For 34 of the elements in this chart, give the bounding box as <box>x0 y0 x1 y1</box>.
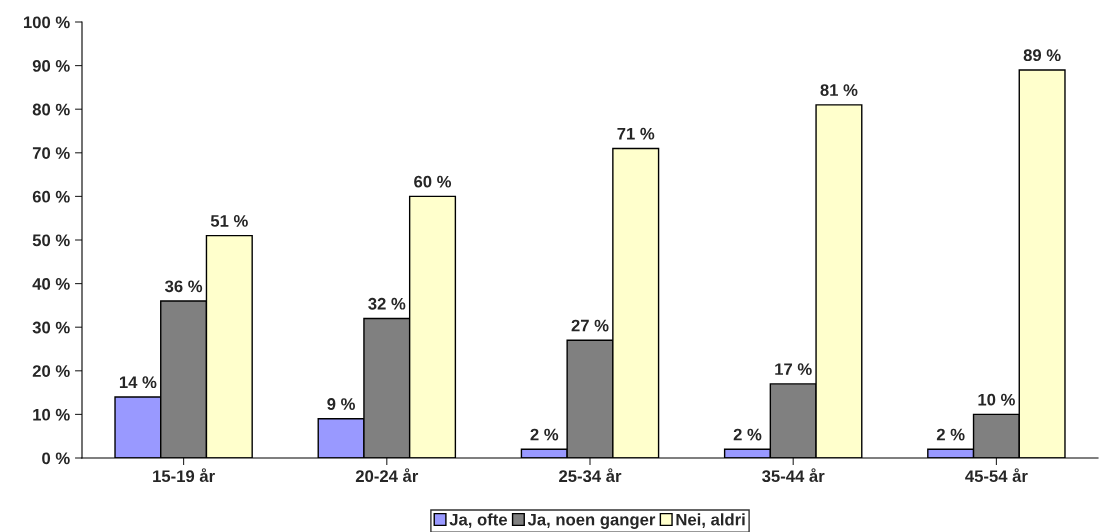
data-label: 10 % <box>978 393 1015 406</box>
data-label: 2 % <box>936 428 965 441</box>
x-tick-label: 20-24 år <box>355 468 419 483</box>
data-label: 32 % <box>368 297 406 310</box>
data-label: 17 % <box>775 363 812 375</box>
legend-label: Ja, noen ganger <box>527 513 656 529</box>
x-tick-label: 35-44 år <box>762 468 825 483</box>
y-tick-label: 80 % <box>32 103 70 116</box>
y-tick-label: 40 % <box>32 278 70 290</box>
legend-label: Nei, aldri <box>676 513 745 528</box>
y-tick-label: 10 % <box>33 408 70 421</box>
y-tick-label: 70 % <box>32 147 70 159</box>
data-label: 89 % <box>1023 49 1061 62</box>
x-tick-label: 15-19 år <box>153 468 215 483</box>
data-label: 71 % <box>617 127 655 140</box>
y-tick-label: 100 % <box>23 16 70 29</box>
data-label: 51 % <box>210 215 248 227</box>
data-label: 14 % <box>119 376 157 389</box>
data-label: 36 % <box>164 280 203 293</box>
data-label: 27 % <box>571 319 609 332</box>
x-tick-label: 25-34 år <box>559 468 622 483</box>
data-label: 2 % <box>733 428 762 441</box>
y-tick-label: 0 % <box>42 452 70 465</box>
y-tick-label: 90 % <box>32 60 70 72</box>
legend-label: Ja, ofte <box>449 513 508 528</box>
x-tick-label: 45-54 år <box>965 468 1028 483</box>
data-label: 9 % <box>327 398 355 410</box>
data-label: 81 % <box>820 84 858 96</box>
y-tick-label: 60 % <box>32 190 70 203</box>
data-label: 2 % <box>530 428 559 441</box>
data-label: 60 % <box>414 175 452 188</box>
y-tick-label: 30 % <box>32 321 70 334</box>
y-tick-label: 20 % <box>32 365 70 377</box>
y-tick-label: 50 % <box>32 234 70 247</box>
